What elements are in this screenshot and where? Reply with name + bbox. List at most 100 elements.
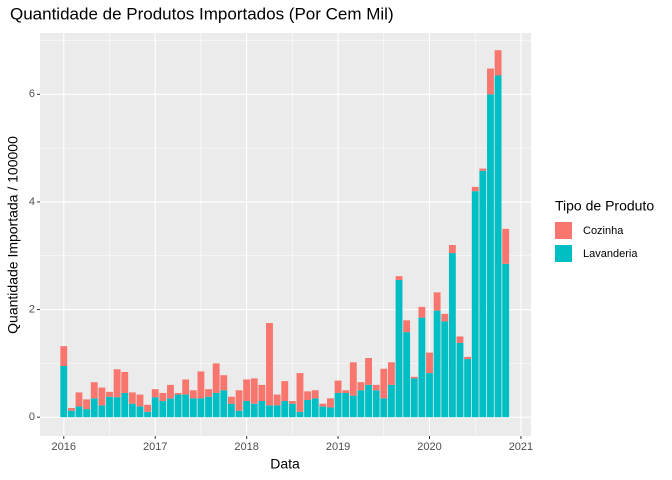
bar-segment [128,392,136,404]
bar-segment [502,228,510,264]
bar-segment [258,384,266,402]
bar-segment [418,306,426,318]
bar-segment [327,407,334,418]
bar-segment [144,411,152,418]
bar-segment [380,368,388,399]
bar-segment [243,379,251,402]
bar-segment [151,389,159,398]
bar-segment [121,392,129,418]
bar-segment [189,398,197,418]
bar-segment [243,401,251,418]
chart-title: Quantidade de Produtos Importados (Por C… [10,4,394,23]
bar-segment [319,406,327,418]
legend-label: Lavanderia [583,248,638,260]
bar-segment [220,390,228,418]
bar-segment [258,401,266,418]
bar-segment [365,384,372,418]
bar-segment [90,382,98,399]
bar-segment [90,398,98,418]
bar-segment [288,401,296,404]
bar-segment [296,411,304,418]
y-tick-label: 6 [29,88,35,100]
bar-segment [75,406,83,418]
bar-segment [250,378,258,404]
bar-segment [182,394,190,418]
x-axis-title: Data [270,456,300,472]
bar-segment [250,403,258,418]
bar-segment [395,276,403,280]
bar-segment [113,369,121,398]
bar-segment [189,390,197,399]
bar-segment [403,332,411,418]
bar-segment [357,382,365,391]
bar-segment [220,375,228,391]
bar-segment [60,366,68,418]
bar-segment [448,253,456,418]
bar-segment [266,405,273,418]
bar-segment [349,362,357,396]
bar-segment [281,381,289,402]
bar-segment [174,392,182,395]
bar-segment [372,390,380,418]
bar-segment [205,396,212,418]
bar-segment [487,68,494,95]
bar-segment [98,405,106,418]
bar-segment [334,380,342,393]
bar-segment [410,378,418,418]
bar-segment [433,292,441,311]
bar-segment [75,392,83,407]
y-tick-label: 2 [29,303,35,315]
bar-segment [357,390,365,418]
x-tick-label: 2021 [509,441,533,453]
legend-title: Tipo de Produto [555,198,654,214]
bar-segment [304,391,312,400]
bar-segment [418,317,426,418]
bar-segment [334,392,342,418]
bar-segment [494,75,502,418]
x-tick-label: 2020 [417,441,441,453]
bar-segment [441,313,449,322]
bar-segment [67,408,75,411]
bar-segment [167,384,174,399]
bar-segment [197,371,205,399]
bar-segment [235,410,243,418]
bar-segment [464,356,472,360]
bar-segment [441,321,449,418]
bar-segment [212,363,220,393]
bar-segment [471,186,479,192]
bar-segment [479,168,487,171]
y-tick-label: 0 [29,411,35,423]
bar-segment [372,384,380,391]
bar-segment [128,403,136,418]
bar-segment [98,387,106,406]
bar-segment [83,399,91,410]
bar-segment [502,263,510,418]
bar-segment [349,395,357,418]
bar-segment [60,346,68,367]
bar-segment [174,394,182,418]
x-tick-label: 2019 [326,441,350,453]
bar-segment [227,396,235,404]
bar-segment [205,389,212,397]
bar-segment [273,394,281,406]
x-tick-label: 2016 [52,441,76,453]
bar-segment [387,384,395,418]
bar-segment [448,244,456,254]
bar-segment [456,336,464,343]
bar-segment [106,391,113,397]
y-axis-title: Quantidade Importada / 100000 [5,136,21,334]
bar-segment [471,191,479,418]
bar-segment [342,390,350,393]
bar-segment [281,401,289,418]
bar-segment [342,392,350,418]
bar-segment [387,362,395,385]
bar-segment [456,342,464,418]
bar-segment [159,401,167,418]
bar-segment [487,94,494,418]
bar-segment [121,371,129,393]
x-tick-label: 2017 [143,441,167,453]
bar-segment [67,410,75,418]
bar-segment [235,390,243,411]
legend-key [555,245,572,262]
